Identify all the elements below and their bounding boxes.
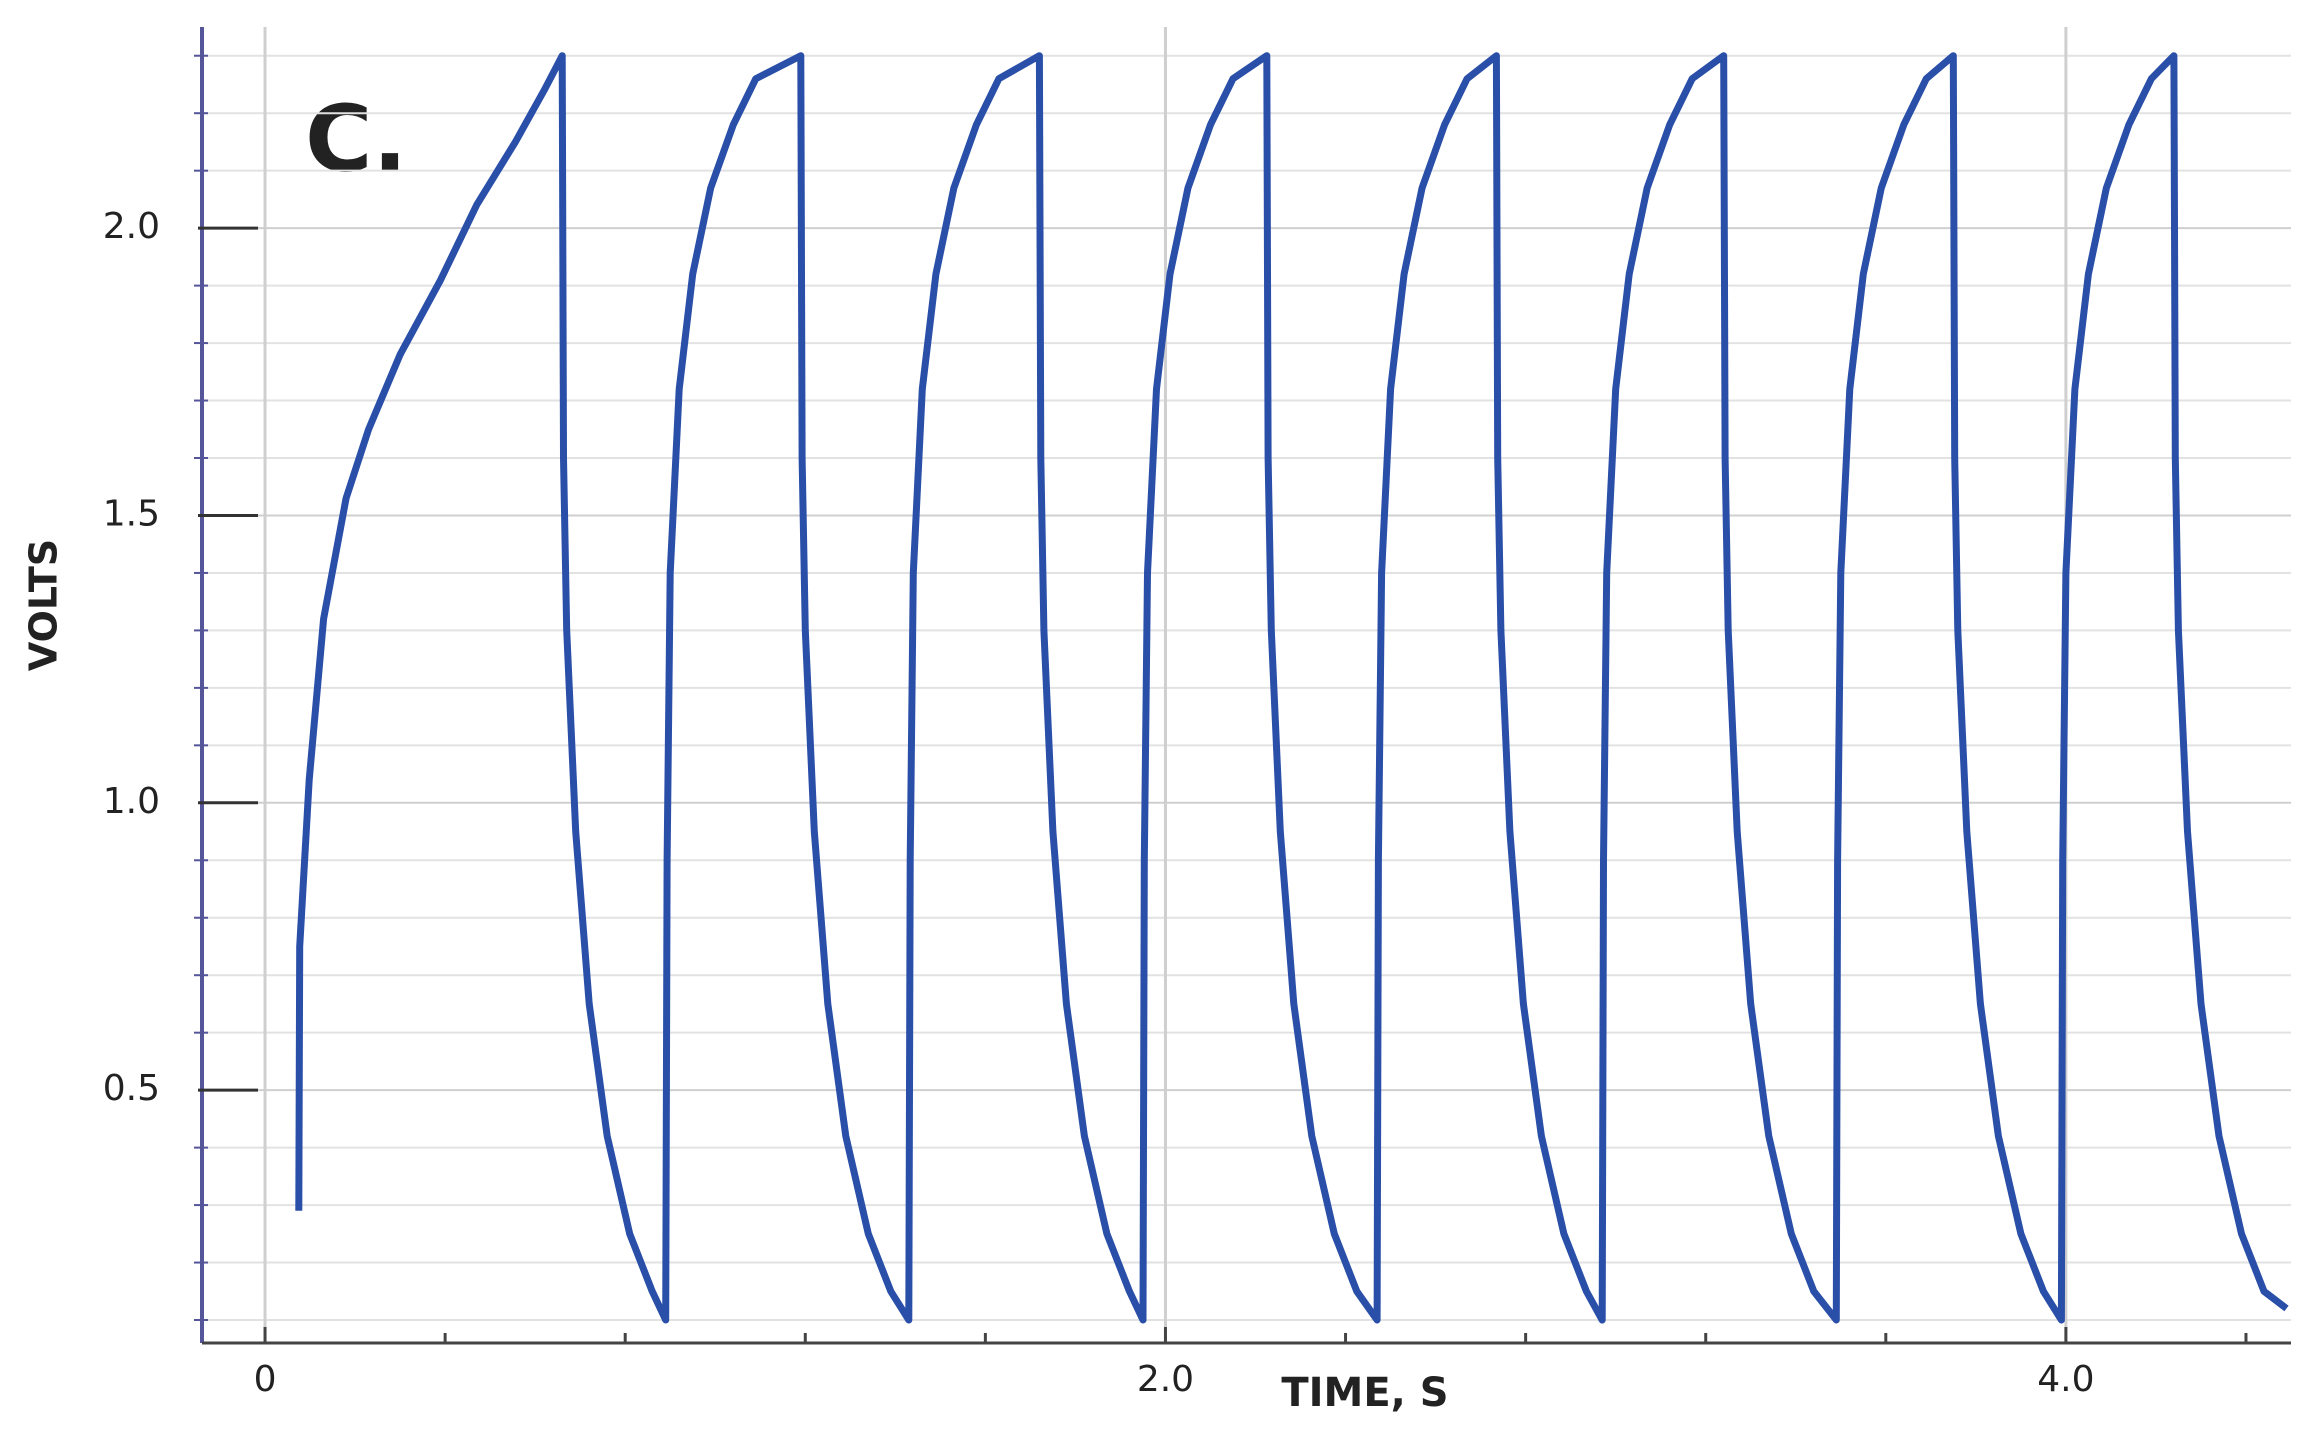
panel-label: C. [305, 85, 407, 192]
x-tick-label: 0 [254, 1359, 277, 1400]
y-tick-label: 2.0 [103, 206, 160, 247]
x-tick-label: 4.0 [2037, 1359, 2094, 1400]
y-axis-label: VOLTS [22, 539, 66, 671]
x-axis-label: TIME, S [1281, 1370, 1448, 1416]
y-tick-label: 1.0 [103, 781, 160, 822]
x-tick-label: 2.0 [1137, 1359, 1194, 1400]
voltage-line [295, 52, 2289, 1324]
y-tick-label: 0.5 [103, 1068, 160, 1109]
y-tick-label: 1.5 [103, 493, 160, 534]
